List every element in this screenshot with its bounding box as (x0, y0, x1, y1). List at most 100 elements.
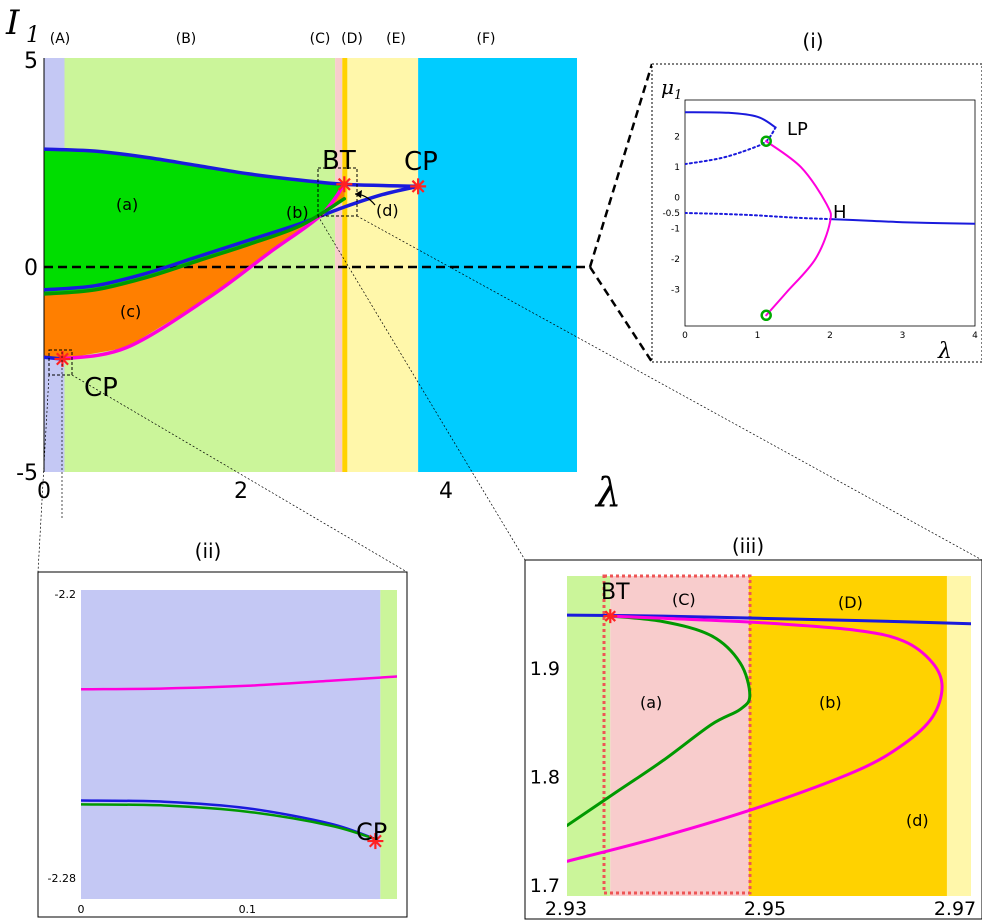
main-region-label-1: (B) (176, 31, 197, 47)
inset-iii-point-0 (603, 609, 618, 624)
main-point-1 (410, 178, 427, 195)
inset-ii-tick-labels: 0 0.1 -2.2 -2.28 (48, 588, 257, 916)
inset-iii-region-3 (946, 576, 971, 896)
inset-iii-tick-labels: 2.93 2.95 2.97 1.9 1.8 1.7 (530, 658, 976, 920)
inset-iii-x-tick-0: 2.93 (545, 898, 587, 920)
main-region-5 (418, 58, 577, 472)
inset-ii-series-line-0 (81, 675, 397, 691)
inset-iii-region-c-dotted-border (602, 574, 752, 895)
main-x-tick-1: 2 (234, 479, 248, 504)
inset-i-series-line-2 (685, 212, 831, 221)
inset-iii-title: (iii) (732, 534, 764, 558)
inset-iii-annotation-d: (D) (838, 593, 863, 612)
area-label-d: (d) (376, 201, 399, 220)
inset-i-title: (i) (802, 29, 823, 53)
area-label-b: (b) (286, 203, 309, 222)
main-ylabel-subscript: 1 (26, 23, 40, 48)
inset-i-y-tick-0: 2 (674, 133, 680, 143)
inset-iii-annotation-bt: BT (601, 580, 630, 605)
main-point-2 (54, 350, 71, 367)
main-series-line-1 (44, 184, 420, 292)
inset-iii-x-tick-2: 2.97 (934, 898, 976, 920)
area-label-a: (a) (116, 195, 138, 214)
main-region-label-2: (C) (310, 31, 331, 47)
connector-i-bottom (588, 266, 654, 363)
connector-ii-right (71, 374, 408, 573)
inset-i-y-tick-2: 0 (674, 194, 680, 204)
main-region-label-3: (D) (341, 31, 363, 47)
inset-i-y-tick-6: -3 (671, 285, 680, 295)
inset-i-x-tick-3: 3 (900, 331, 906, 341)
inset-i-series (685, 111, 975, 317)
main-ylabel: I (5, 3, 20, 43)
main-x-tick-0: 0 (37, 479, 51, 504)
inset-i-x-tick-1: 1 (755, 331, 761, 341)
main-region-2 (335, 58, 343, 472)
area-c-fill (44, 184, 345, 359)
main-tick-labels: 0 2 450-5 (16, 49, 453, 504)
main-region-labels: (A) (B) (C) (D) (E) (F) (50, 31, 496, 47)
inset-iii-points (603, 609, 618, 624)
inset-iii-y-tick-0: 1.9 (530, 658, 560, 680)
inset-i-points (760, 135, 772, 322)
area-label-c: (c) (120, 302, 141, 321)
inset-ii-series-line-2 (81, 803, 377, 841)
inset-i-x-tick-2: 2 (827, 331, 833, 341)
inset-ii-x-tick-1: 0.1 (239, 903, 257, 916)
main-y-tick-2: -5 (16, 461, 38, 486)
inset-iii-region-1 (610, 576, 749, 896)
main-region-label-0: (A) (50, 31, 71, 47)
pointer-arrowhead-d (355, 190, 362, 198)
inset-ii-annotation-cp: CP (356, 818, 387, 846)
connector-ii-left (37, 374, 50, 573)
inset-i-annotation-lp: LP (787, 119, 808, 140)
inset-i-ylabel: μ (661, 75, 674, 99)
inset-ii-x-tick-0: 0 (78, 903, 85, 916)
inset-i-tick-labels: 0 1 2 3 4 2 1 0 -0.5 -1 -2 -3 (662, 133, 978, 341)
inset-i-point-1 (760, 309, 772, 322)
main-xlabel: λ (594, 470, 621, 516)
connector-iii-left (317, 215, 526, 561)
inset-i-xlabel: λ (937, 339, 952, 364)
zoom-box-bt (317, 167, 358, 217)
inset-iii-y-tick-2: 1.7 (530, 875, 560, 897)
main-y-tick-1: 0 (24, 256, 38, 281)
main-series-line-0 (44, 147, 420, 189)
area-a-fill (44, 149, 345, 294)
main-point-2-stroke (56, 352, 69, 366)
inset-iii-annotation-c: (C) (672, 590, 696, 609)
inset-i-y-tick-1: 1 (674, 163, 680, 173)
main-region-4 (347, 58, 419, 472)
inset-i-point-0 (760, 135, 772, 147)
main-region-label-5: (F) (477, 31, 496, 47)
inset-iii-series (567, 613, 971, 863)
point-label-cp-right: CP (404, 147, 438, 177)
inset-ii-y-tick-1: -2.28 (48, 872, 76, 885)
main-series-line-4 (44, 197, 347, 296)
inset-i-x-tick-0: 0 (682, 331, 688, 341)
main-y-tick-0: 5 (24, 49, 38, 74)
inset-i-y-tick-4: -1 (671, 224, 680, 234)
inset-ii-point-0 (367, 833, 384, 850)
inset-ii-region-1 (380, 590, 397, 899)
point-label-bt: BT (322, 146, 356, 176)
main-point-1-stroke (411, 179, 425, 193)
inset-iii-annotation-d2: (d) (906, 811, 929, 830)
inset-iii-point-0-stroke (604, 610, 617, 622)
inset-i-ylabel-subscript: 1 (674, 88, 682, 103)
inset-iii-annotation-b: (b) (819, 693, 842, 712)
inset-iii-annotation-a: (a) (640, 693, 662, 712)
inset-ii-title: (ii) (195, 539, 222, 563)
inset-ii-point-0-stroke (368, 834, 382, 848)
main-region-label-4: (E) (386, 31, 406, 47)
inset-iii-series-line-2 (567, 614, 944, 863)
inset-ii-series-line-1 (81, 799, 377, 841)
main-region-3 (342, 58, 348, 472)
main-points (54, 176, 427, 367)
inset-ii-points (367, 833, 384, 850)
inset-i-x-tick-4: 4 (972, 331, 978, 341)
main-point-0-stroke (337, 177, 351, 191)
zoom-box-cp (48, 349, 73, 376)
inset-iii-series-line-1 (567, 614, 752, 827)
